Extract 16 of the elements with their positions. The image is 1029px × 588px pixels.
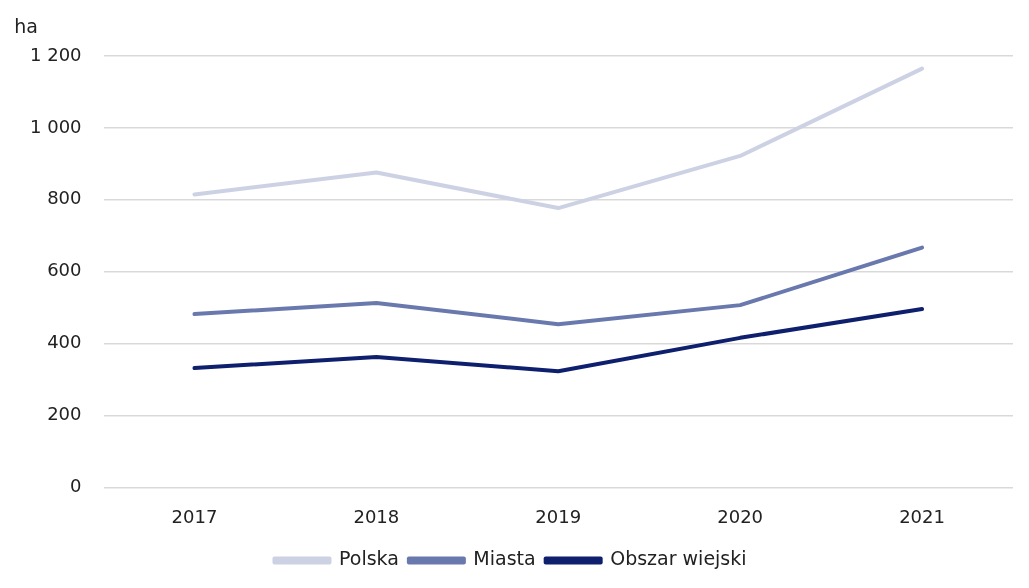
x-tick-label: 2018 <box>353 505 400 527</box>
y-tick-label: 800 <box>47 187 82 209</box>
y-tick-label: 1 200 <box>30 43 82 65</box>
y-axis-title: ha <box>14 14 38 37</box>
legend-label: Obszar wiejski <box>610 547 747 570</box>
y-tick-label: 200 <box>47 403 82 425</box>
x-tick-label: 2021 <box>899 505 945 527</box>
legend-label: Polska <box>338 547 399 570</box>
y-tick-label: 400 <box>47 331 82 353</box>
x-tick-label: 2017 <box>171 505 218 527</box>
y-tick-label: 0 <box>70 475 82 497</box>
legend-label: Miasta <box>473 547 536 570</box>
y-tick-label: 1 000 <box>30 115 82 137</box>
x-tick-label: 2019 <box>535 505 582 527</box>
x-tick-label: 2020 <box>717 505 764 527</box>
y-tick-label: 600 <box>47 259 82 281</box>
